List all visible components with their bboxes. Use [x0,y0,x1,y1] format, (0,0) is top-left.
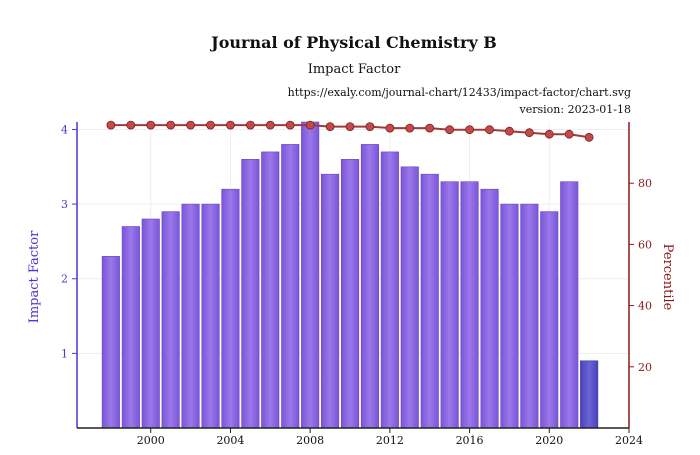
bar-2013 [400,166,419,429]
bar-2007 [281,144,300,429]
axes: 2000 2004 2008 2012 2016 2020 2024 1 2 3 4 20 40 60 80 [61,122,652,447]
left-tick-label-4: 4 [61,123,68,136]
right-tick-label-60: 60 [638,238,652,251]
bar-2014 [420,173,439,429]
percentile-point-2019 [525,128,534,138]
percentile-point-2017 [485,125,494,135]
percentile-point-2005 [245,120,255,130]
right-tick-label-20: 20 [638,361,652,374]
percentile-point-2021 [564,129,574,139]
percentile-point-2008 [305,120,315,130]
bar-2008 [301,121,320,429]
left-tick-label-2: 2 [61,273,68,286]
bar-series [101,121,599,429]
right-axis-label: Percentile [660,244,675,311]
percentile-point-2015 [445,125,455,135]
percentile-point-2010 [345,122,355,131]
percentile-point-2020 [544,129,554,139]
right-tick-label-80: 80 [638,177,652,190]
percentile-point-2004 [225,120,235,130]
percentile-point-2000 [146,120,156,130]
percentile-point-2009 [325,122,335,131]
bar-2022 [580,360,599,429]
percentile-point-1998 [106,120,116,130]
bar-2018 [500,203,519,429]
chart-subtitle: Impact Factor [308,62,401,77]
bar-2017 [480,188,499,429]
x-tick-label-2024: 2024 [615,434,643,447]
bar-2011 [360,144,380,429]
percentile-point-2003 [206,120,215,130]
percentile-point-2011 [365,122,375,131]
version-label: version: 2023-01-18 [519,103,631,116]
x-tick-label-2000: 2000 [137,434,165,447]
left-axis-label: Impact Factor [27,230,42,323]
source-url: https://exaly.com/journal-chart/12433/im… [288,86,631,99]
percentile-point-1999 [126,120,136,130]
percentile-point-2001 [166,120,176,130]
bar-2009 [320,173,340,429]
bar-2020 [540,211,559,429]
percentile-point-2007 [285,120,295,130]
percentile-series [106,120,594,142]
percentile-point-2014 [425,123,435,133]
bar-2012 [380,151,399,429]
bar-2016 [460,181,479,429]
chart-title: Journal of Physical Chemistry B [209,33,497,52]
percentile-point-2016 [465,125,475,135]
bar-2000 [141,218,160,429]
percentile-point-2012 [385,123,395,133]
percentile-point-2002 [186,120,196,130]
bar-2002 [181,203,200,429]
percentile-point-2006 [265,120,275,130]
right-tick-label-40: 40 [638,300,652,313]
x-tick-label-2016: 2016 [456,434,484,447]
x-tick-label-2020: 2020 [535,434,563,447]
bar-1998 [101,255,120,429]
left-tick-label-1: 1 [61,347,68,360]
x-tick-label-2008: 2008 [296,434,324,447]
percentile-point-2013 [405,123,415,133]
bar-2001 [161,211,180,429]
bar-2006 [261,151,280,429]
bar-2021 [560,181,579,429]
percentile-point-2018 [504,126,514,136]
x-tick-label-2012: 2012 [376,434,404,447]
bar-2004 [221,188,240,429]
bar-2005 [241,159,260,429]
x-tick-label-2004: 2004 [216,434,244,447]
bar-2003 [201,203,220,429]
bar-2019 [520,203,539,429]
bar-1999 [121,226,140,429]
left-tick-label-3: 3 [61,198,68,211]
bar-2015 [440,181,459,429]
percentile-point-2022 [584,132,594,142]
bar-2010 [340,159,360,429]
